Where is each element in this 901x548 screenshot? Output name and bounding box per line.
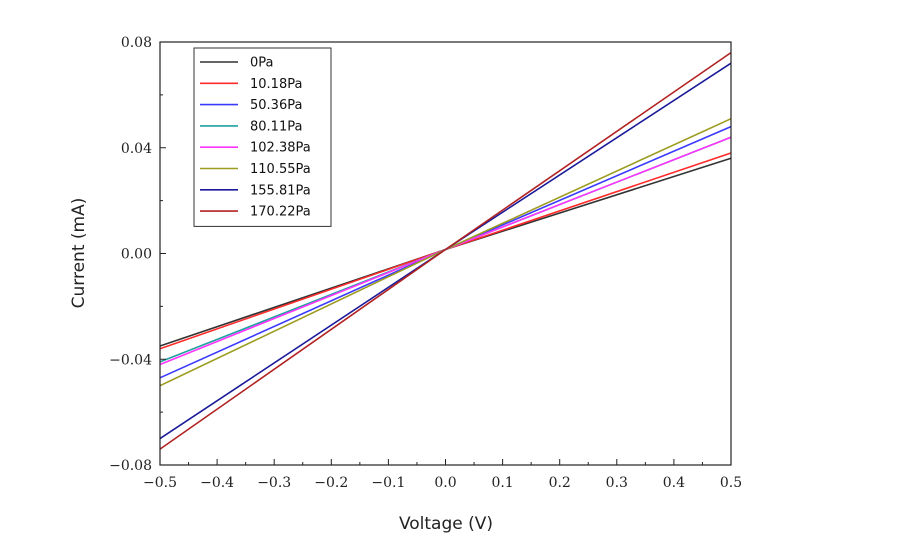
x-tick-label-8: 0.3 [606, 475, 628, 491]
legend-label-7: 170.22Pa [250, 205, 311, 220]
legend-label-6: 155.81Pa [250, 183, 311, 198]
y-axis-title: Current (mA) [69, 198, 89, 309]
legend-label-5: 110.55Pa [250, 162, 311, 177]
legend-label-1: 10.18Pa [250, 77, 302, 92]
x-tick-label-7: 0.2 [549, 475, 571, 491]
x-tick-label-1: −0.4 [200, 475, 234, 491]
x-tick-label-0: −0.5 [143, 475, 177, 491]
legend-box [193, 47, 332, 227]
x-tick-label-5: 0.0 [434, 475, 456, 491]
x-tick-label-4: −0.1 [371, 475, 405, 491]
y-tick-label-3: −0.04 [109, 352, 152, 368]
y-tick-label-4: −0.08 [109, 458, 152, 474]
legend: 0Pa 10.18Pa 50.36Pa 80.11Pa 102.38Pa 110.55Pa… [193, 47, 332, 227]
x-axis-title: Voltage (V) [399, 514, 493, 534]
legend-label-3: 80.11Pa [250, 119, 302, 134]
series-line-7 [159, 51, 732, 450]
series-group [159, 51, 732, 450]
axes: −0.5 −0.4 −0.3 −0.2 −0.1 0.0 0.1 0.2 0.3 0.4 0.5 0.… [109, 35, 742, 491]
legend-label-2: 50.36Pa [250, 98, 302, 113]
legend-label-4: 102.38Pa [250, 141, 311, 156]
x-tick-label-9: 0.4 [663, 475, 685, 491]
y-tick-label-0: 0.08 [121, 35, 152, 51]
x-tick-label-2: −0.3 [257, 475, 291, 491]
y-tick-label-1: 0.04 [121, 141, 152, 157]
legend-label-0: 0Pa [250, 56, 274, 71]
x-tick-label-3: −0.2 [314, 475, 348, 491]
x-tick-label-10: 0.5 [720, 475, 742, 491]
x-tick-label-6: 0.1 [491, 475, 513, 491]
y-tick-label-2: 0.00 [121, 247, 152, 263]
